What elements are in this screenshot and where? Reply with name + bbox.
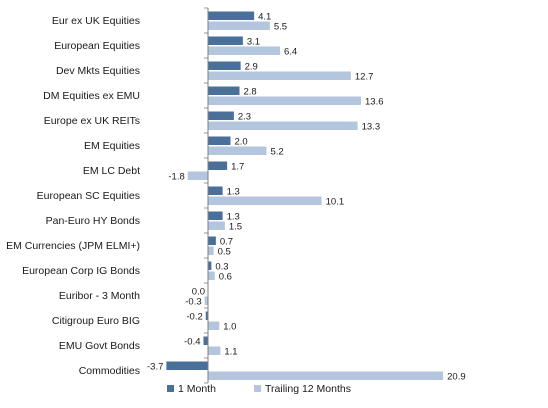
data-label-trailing-12-months-dm-equities-ex-emu: 13.6: [365, 97, 384, 108]
data-label-trailing-12-months-citigroup-euro-big: 1.0: [223, 322, 236, 333]
data-label-trailing-12-months-dev-mkts-equities: 12.7: [355, 72, 374, 83]
category-label: EMU Govt Bonds: [59, 340, 140, 352]
data-label-trailing-12-months-europe-ex-uk-reits: 13.3: [362, 122, 381, 133]
bar-1-month-commodities: [166, 361, 208, 370]
bar-1-month-emu-govt-bonds: [203, 336, 208, 345]
data-label-trailing-12-months-european-corp-ig-bonds: 0.6: [219, 272, 232, 283]
data-label-1-month-european-corp-ig-bonds: 0.3: [215, 262, 228, 273]
bar-1-month-eur-ex-uk-equities: [208, 11, 255, 20]
bar-trailing-12-months-citigroup-euro-big: [208, 321, 220, 330]
category-row-dev-mkts-equities: Dev Mkts Equities 2.9 12.7: [56, 61, 374, 83]
category-label: European Corp IG Bonds: [22, 265, 140, 277]
legend-swatch-1-month: [167, 385, 174, 392]
bar-trailing-12-months-european-corp-ig-bonds: [208, 271, 215, 280]
bar-trailing-12-months-dm-equities-ex-emu: [208, 96, 361, 105]
bar-trailing-12-months-eur-ex-uk-equities: [208, 21, 270, 30]
bar-1-month-citigroup-euro-big: [205, 311, 208, 320]
bar-1-month-european-equities: [208, 36, 243, 45]
bar-trailing-12-months-emu-govt-bonds: [208, 346, 221, 355]
category-label: Eur ex UK Equities: [52, 15, 140, 27]
bar-trailing-12-months-em-lc-debt: [187, 171, 208, 180]
data-label-trailing-12-months-eur-ex-uk-equities: 5.5: [274, 22, 287, 33]
legend: 1 Month Trailing 12 Months: [167, 383, 351, 395]
bar-trailing-12-months-commodities: [208, 371, 444, 380]
category-row-eur-ex-uk-equities: Eur ex UK Equities 4.15.5: [52, 11, 287, 33]
category-row-em-currencies-jpm-elmi: EM Currencies (JPM ELMI+) 0.70.5: [6, 236, 233, 258]
category-row-european-corp-ig-bonds: European Corp IG Bonds 0.30.6: [22, 261, 232, 283]
category-label: EM Equities: [84, 140, 140, 152]
category-row-europe-ex-uk-reits: Europe ex UK REITs 2.3 13.3: [44, 111, 381, 133]
bar-1-month-european-sc-equities: [208, 186, 223, 195]
bar-1-month-dm-equities-ex-emu: [208, 86, 240, 95]
legend-swatch-trailing-12-months: [254, 385, 261, 392]
category-row-dm-equities-ex-emu: DM Equities ex EMU 2.8 13.6: [43, 86, 384, 108]
bar-trailing-12-months-european-sc-equities: [208, 196, 322, 205]
bar-1-month-em-lc-debt: [208, 161, 228, 170]
category-label: Euribor - 3 Month: [59, 290, 140, 302]
data-label-trailing-12-months-pan-euro-hy-bonds: 1.5: [229, 222, 242, 233]
bar-trailing-12-months-em-currencies-jpm-elmi: [208, 246, 214, 255]
category-row-european-equities: European Equities 3.1 6.4: [54, 36, 297, 58]
category-label: European Equities: [54, 40, 140, 52]
bar-1-month-dev-mkts-equities: [208, 61, 241, 70]
data-label-trailing-12-months-em-equities: 5.2: [271, 147, 284, 158]
data-label-1-month-european-sc-equities: 1.3: [227, 187, 240, 198]
bar-trailing-12-months-european-equities: [208, 46, 280, 55]
data-label-1-month-commodities: -3.7: [147, 362, 163, 373]
category-row-em-lc-debt: EM LC Debt 1.7 -1.8: [83, 161, 244, 183]
category-label: Commodities: [79, 365, 140, 377]
category-row-european-sc-equities: European SC Equities 1.3 10.1: [37, 186, 345, 208]
data-label-1-month-eur-ex-uk-equities: 4.1: [258, 12, 271, 23]
bar-trailing-12-months-dev-mkts-equities: [208, 71, 351, 80]
data-label-trailing-12-months-emu-govt-bonds: 1.1: [224, 347, 237, 358]
data-label-1-month-european-equities: 3.1: [247, 37, 260, 48]
category-label: DM Equities ex EMU: [43, 90, 140, 102]
data-label-trailing-12-months-em-lc-debt: -1.8: [168, 172, 184, 183]
data-label-1-month-em-lc-debt: 1.7: [231, 162, 244, 173]
data-label-1-month-dev-mkts-equities: 2.9: [245, 62, 258, 73]
data-label-1-month-europe-ex-uk-reits: 2.3: [238, 112, 251, 123]
category-row-euribor-3-month: Euribor - 3 Month 0.0-0.3: [59, 286, 209, 308]
bar-1-month-europe-ex-uk-reits: [208, 111, 234, 120]
bar-trailing-12-months-europe-ex-uk-reits: [208, 121, 358, 130]
category-row-em-equities: EM Equities 2.0 5.2: [84, 136, 284, 158]
bar-1-month-em-equities: [208, 136, 231, 145]
data-label-1-month-pan-euro-hy-bonds: 1.3: [227, 212, 240, 223]
category-label: Dev Mkts Equities: [56, 65, 140, 77]
data-label-1-month-em-currencies-jpm-elmi: 0.7: [220, 237, 233, 248]
data-label-1-month-citigroup-euro-big: -0.2: [186, 312, 202, 323]
data-label-trailing-12-months-commodities: 20.9: [447, 372, 466, 383]
bar-1-month-em-currencies-jpm-elmi: [208, 236, 216, 245]
data-label-1-month-dm-equities-ex-emu: 2.8: [244, 87, 257, 98]
category-label: European SC Equities: [37, 190, 140, 202]
data-label-trailing-12-months-euribor-3-month: -0.3: [185, 297, 201, 308]
bar-trailing-12-months-em-equities: [208, 146, 267, 155]
bar-trailing-12-months-pan-euro-hy-bonds: [208, 221, 225, 230]
legend-label-trailing-12-months: Trailing 12 Months: [265, 383, 351, 395]
category-row-commodities: Commodities -3.7 20.9: [79, 361, 466, 383]
data-label-1-month-emu-govt-bonds: -0.4: [184, 337, 200, 348]
data-label-trailing-12-months-em-currencies-jpm-elmi: 0.5: [218, 247, 231, 258]
bar-trailing-12-months-euribor-3-month: [204, 296, 208, 305]
data-label-1-month-em-equities: 2.0: [235, 137, 248, 148]
data-label-trailing-12-months-european-sc-equities: 10.1: [326, 197, 345, 208]
data-label-1-month-euribor-3-month: 0.0: [192, 287, 205, 298]
category-label: Citigroup Euro BIG: [52, 315, 140, 327]
category-row-pan-euro-hy-bonds: Pan-Euro HY Bonds 1.31.5: [46, 211, 242, 233]
bar-1-month-european-corp-ig-bonds: [208, 261, 212, 270]
category-row-emu-govt-bonds: EMU Govt Bonds -0.4 1.1: [59, 336, 238, 358]
category-label: EM LC Debt: [83, 165, 140, 177]
legend-label-1-month: 1 Month: [178, 383, 216, 395]
data-label-trailing-12-months-european-equities: 6.4: [284, 47, 297, 58]
category-label: EM Currencies (JPM ELMI+): [6, 240, 140, 252]
bar-1-month-pan-euro-hy-bonds: [208, 211, 223, 220]
category-label: Europe ex UK REITs: [44, 115, 140, 127]
category-label: Pan-Euro HY Bonds: [46, 215, 140, 227]
category-row-citigroup-euro-big: Citigroup Euro BIG -0.2 1.0: [52, 311, 236, 333]
